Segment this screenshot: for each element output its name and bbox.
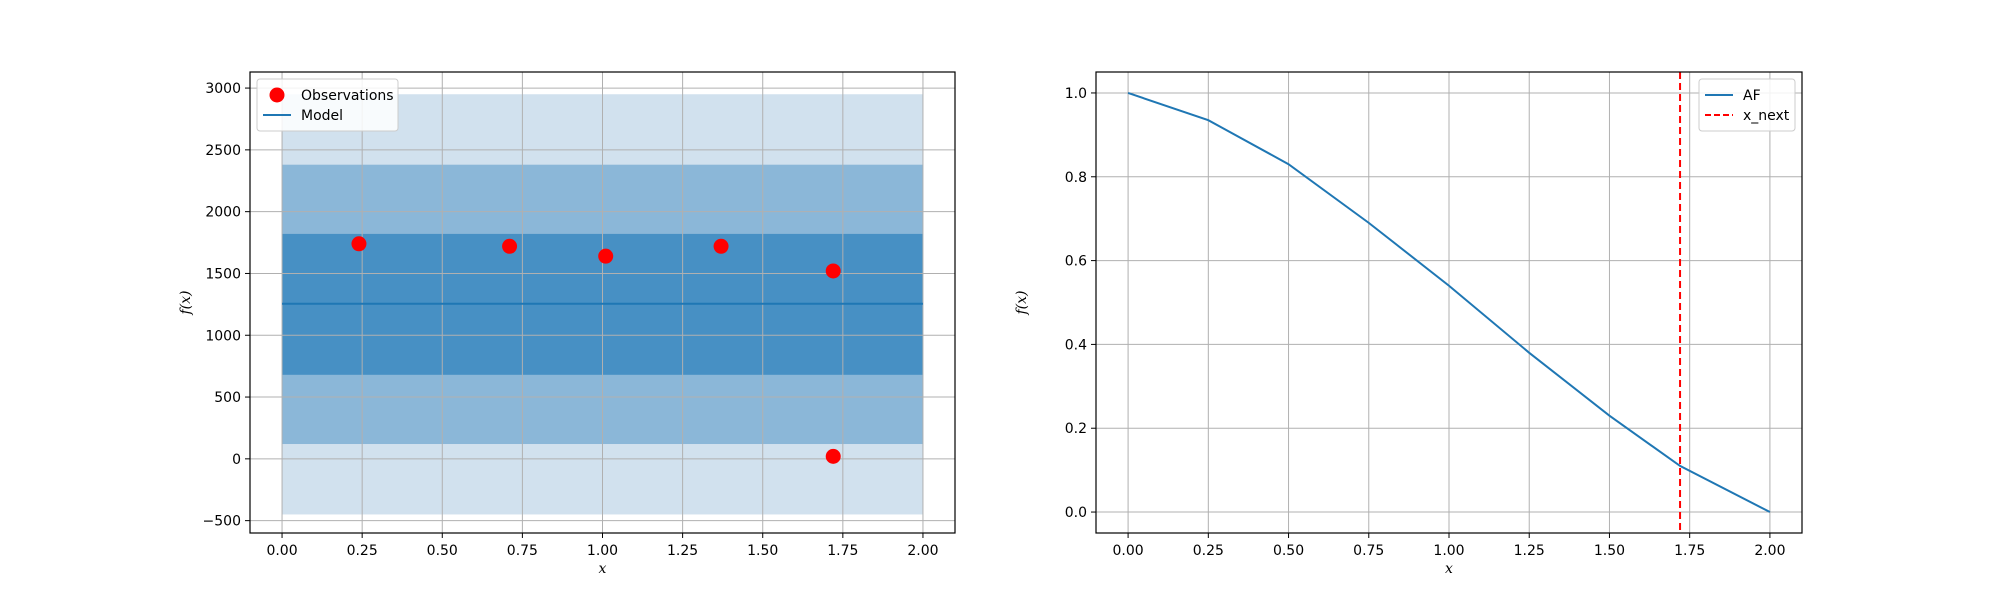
right-panel-acquisition-function: 0.00 0.25 0.50 0.75 1.00 1.25 1.50 1.75 2.00 0.0 0… — [1014, 71, 1803, 577]
y-tick-label: 0.0 — [1065, 505, 1087, 521]
x-tick-label: 2.00 — [907, 543, 938, 559]
x-tick-label: 1.75 — [1674, 543, 1705, 559]
series-line-af — [1127, 92, 1771, 513]
legend-label: x_next — [1743, 108, 1790, 124]
legend-box — [1698, 78, 1796, 132]
plot-frame — [249, 71, 956, 534]
observation-point — [825, 263, 841, 279]
x-tick-label: 1.25 — [667, 543, 698, 559]
x-tick-label: 1.00 — [1433, 543, 1464, 559]
y-tick-label: 0 — [232, 452, 241, 468]
x-tick-label: 0.00 — [266, 543, 297, 559]
x-tick-label: 0.50 — [1273, 543, 1304, 559]
x-tick-label: 1.00 — [587, 543, 618, 559]
left-panel-model-fit: 0.00 0.25 0.50 0.75 1.00 1.25 1.50 1.75 2.00 −500… — [178, 71, 956, 577]
x-tick-label: 1.25 — [1514, 543, 1545, 559]
legend-marker-observations — [269, 87, 285, 103]
y-tick-label: 2500 — [205, 143, 241, 159]
y-tick-label: −500 — [203, 514, 241, 530]
observation-point — [351, 236, 367, 252]
observation-point — [825, 448, 841, 464]
y-tick-label: 1500 — [205, 266, 241, 282]
x-tick-label: 1.50 — [747, 543, 778, 559]
x-tick-label: 0.25 — [1193, 543, 1224, 559]
observation-point — [598, 248, 614, 264]
x-tick-label: 1.75 — [827, 543, 858, 559]
legend-label: Observations — [301, 88, 394, 104]
y-tick-label: 2000 — [205, 205, 241, 221]
observation-point — [502, 238, 518, 254]
x-tick-label: 0.50 — [427, 543, 458, 559]
observation-point — [713, 238, 729, 254]
y-tick-label: 0.8 — [1065, 170, 1087, 186]
x-tick-label: 1.50 — [1594, 543, 1625, 559]
x-tick-label: 0.75 — [507, 543, 538, 559]
y-tick-label: 1000 — [205, 328, 241, 344]
legend-label: Model — [301, 108, 343, 124]
x-tick-label: 0.00 — [1113, 543, 1144, 559]
y-tick-label: 0.4 — [1065, 337, 1087, 353]
x-tick-label: 0.25 — [347, 543, 378, 559]
x-axis-label: x — [1445, 561, 1453, 577]
y-tick-label: 3000 — [205, 81, 241, 97]
x-tick-label: 0.75 — [1353, 543, 1384, 559]
legend-label: AF — [1743, 88, 1761, 104]
y-tick-label: 500 — [214, 390, 241, 406]
plot-frame — [1095, 71, 1803, 534]
legend: AF x_next — [1698, 78, 1796, 132]
y-tick-label: 0.2 — [1065, 421, 1087, 437]
y-tick-label: 0.6 — [1065, 254, 1087, 270]
legend-box — [256, 78, 399, 132]
y-tick-label: 1.0 — [1065, 86, 1087, 102]
x-axis-label: x — [599, 561, 607, 577]
x-tick-label: 2.00 — [1754, 543, 1785, 559]
legend: Observations Model — [256, 78, 399, 132]
y-axis-label: f(x) — [1014, 290, 1030, 315]
y-axis-label: f(x) — [178, 290, 194, 315]
